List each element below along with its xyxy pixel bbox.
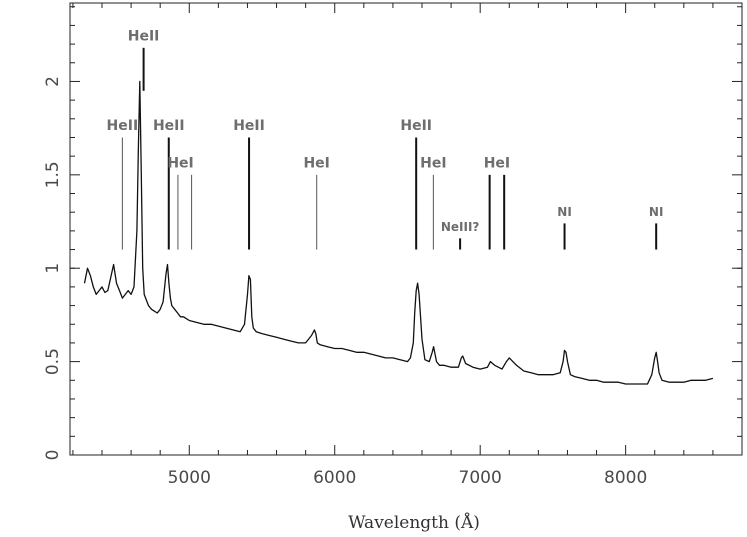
line-label-hei: HeI [420, 155, 446, 171]
y-tick-label: 1 [43, 263, 63, 274]
spectral-line-labels: HeII HeII HeII HeI HeII HeI HeII HeI NeIII? HeI NI… [107, 28, 664, 234]
line-label-ni: NI [557, 205, 572, 219]
y-tick-label: 2 [43, 76, 63, 87]
y-tick-label: 0.5 [43, 348, 63, 375]
y-axis: 0 0.5 1 1.5 2 [43, 6, 742, 461]
line-label-heii: HeII [400, 118, 432, 134]
line-label-ni: NI [649, 205, 664, 219]
line-label-heii: HeII [233, 118, 265, 134]
spectrum-series [83, 80, 714, 385]
y-tick-label: 1.5 [43, 161, 63, 188]
x-tick-label: 8000 [604, 468, 647, 488]
x-tick-label: 5000 [168, 468, 211, 488]
y-tick-label: 0 [43, 450, 63, 461]
plot-frame [69, 2, 743, 456]
line-label-heii: HeII [107, 118, 139, 134]
line-label-hei: HeI [484, 155, 510, 171]
line-label-hei: HeI [167, 155, 193, 171]
line-label-hei: HeI [303, 155, 329, 171]
line-label-heii: HeII [128, 28, 160, 44]
line-label-heii: HeII [153, 118, 185, 134]
line-label-neiii: NeIII? [441, 220, 480, 234]
x-tick-label: 6000 [313, 468, 356, 488]
x-tick-label: 7000 [459, 468, 502, 488]
x-axis-title: Wavelength (Å) [348, 512, 480, 533]
x-axis: 5000 6000 7000 8000 [72, 3, 743, 488]
spectrum-line [83, 80, 714, 385]
spectral-line-markers [121, 47, 658, 250]
